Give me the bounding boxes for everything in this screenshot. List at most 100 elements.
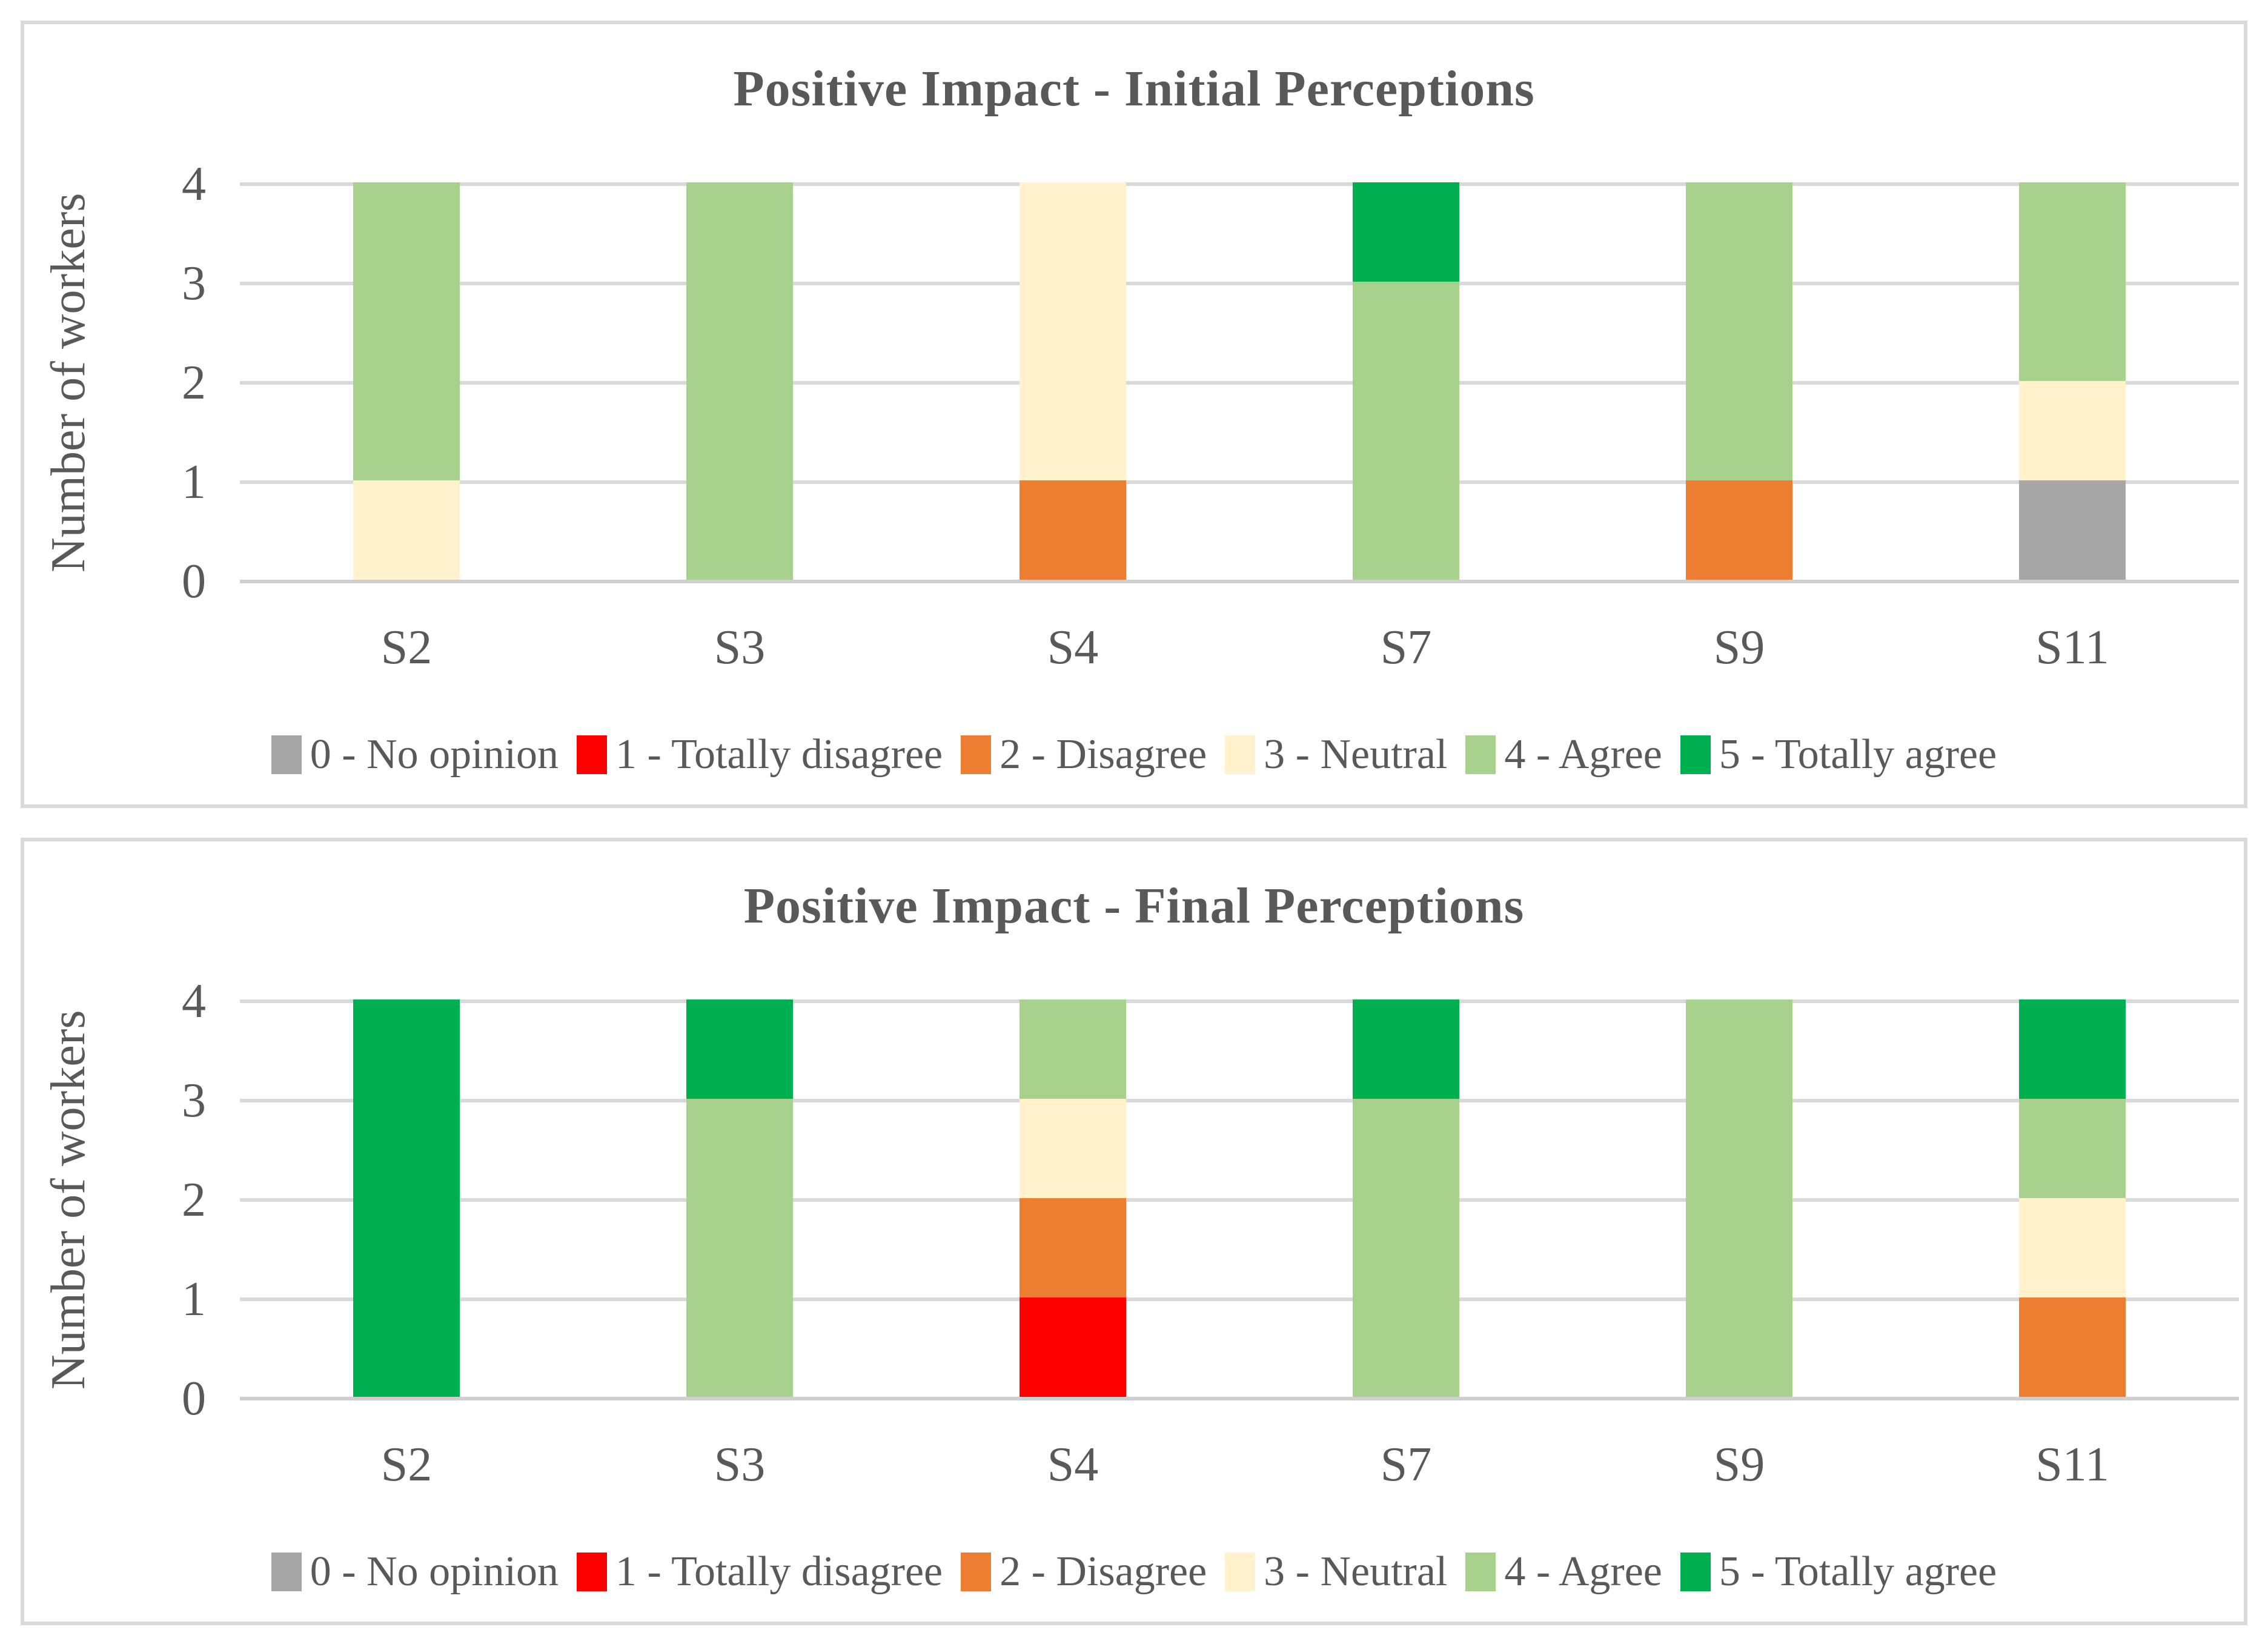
bar-s11 (2019, 182, 2126, 580)
bar-s3 (686, 182, 793, 580)
legend-swatch-icon (577, 1553, 608, 1591)
bar-segment-totally-agree (686, 999, 793, 1099)
bar-s7 (1353, 999, 1459, 1397)
legend-item-disagree: 2 - Disagree (961, 731, 1207, 779)
bar-segment-agree (686, 1099, 793, 1397)
gridline (240, 480, 2239, 484)
chart-title: Positive Impact - Final Perceptions (743, 878, 1525, 934)
legend-item-no-opinion: 0 - No opinion (271, 731, 559, 779)
bar-segment-agree (1686, 182, 1792, 480)
legend-label: 4 - Agree (1504, 1548, 1662, 1595)
legend-swatch-icon (577, 735, 608, 774)
bar-s2 (353, 182, 460, 580)
bar-segment-totally-agree (353, 999, 460, 1397)
plot-area (240, 999, 2239, 1400)
bar-s9 (1686, 182, 1792, 580)
legend-label: 0 - No opinion (310, 731, 559, 778)
legend-item-neutral: 3 - Neutral (1225, 731, 1447, 779)
legend-swatch-icon (1680, 1553, 1711, 1591)
legend: 0 - No opinion 1 - Totally disagree 2 - Di… (24, 731, 2244, 779)
legend-swatch-icon (1465, 1553, 1496, 1591)
bar-s4 (1020, 999, 1126, 1397)
x-axis-label: S11 (2035, 1438, 2109, 1491)
bar-segment-totally-disagree (1020, 1297, 1126, 1397)
legend-item-neutral: 3 - Neutral (1225, 1548, 1447, 1596)
gridline (240, 1099, 2239, 1102)
bar-segment-neutral (2019, 1198, 2126, 1297)
legend-item-totally-agree: 5 - Totally agree (1680, 731, 1997, 779)
legend-item-no-opinion: 0 - No opinion (271, 1548, 559, 1596)
x-axis-label: S2 (380, 1438, 433, 1491)
x-axis-label: S2 (380, 621, 433, 674)
bar-segment-agree (686, 182, 793, 580)
x-axis-label: S9 (1713, 621, 1765, 674)
bar-segment-disagree (1686, 480, 1792, 580)
legend-swatch-icon (271, 735, 302, 774)
y-tick-label: 4 (182, 157, 206, 211)
x-axis-label: S4 (1047, 1438, 1099, 1491)
y-tick-label: 3 (182, 1074, 206, 1127)
x-axis-label: S11 (2035, 621, 2109, 674)
gridline (240, 381, 2239, 385)
legend-label: 3 - Neutral (1264, 731, 1448, 778)
legend-swatch-icon (1465, 735, 1496, 774)
chart-title: Positive Impact - Initial Perceptions (733, 61, 1535, 117)
bar-s7 (1353, 182, 1459, 580)
legend-swatch-icon (1225, 735, 1256, 774)
legend-swatch-icon (271, 1553, 302, 1591)
bar-s4 (1020, 182, 1126, 580)
bar-segment-neutral (1020, 182, 1126, 480)
bar-segment-neutral (1020, 1099, 1126, 1198)
y-tick-label: 1 (182, 456, 206, 509)
legend-label: 2 - Disagree (1000, 731, 1207, 778)
x-axis-label: S9 (1713, 1438, 1765, 1491)
plot-area (240, 182, 2239, 583)
y-tick-label: 2 (182, 356, 206, 409)
bar-segment-agree (2019, 1099, 2126, 1198)
bar-s3 (686, 999, 793, 1397)
x-axis-line (240, 1397, 2239, 1400)
gridline (240, 999, 2239, 1003)
x-axis-label: S3 (714, 621, 766, 674)
bar-segment-totally-agree (1353, 999, 1459, 1099)
x-axis-label: S4 (1047, 621, 1099, 674)
legend-swatch-icon (1680, 735, 1711, 774)
bar-s2 (353, 999, 460, 1397)
y-tick-label: 3 (182, 257, 206, 310)
bar-segment-no-opinion (2019, 480, 2126, 580)
bar-segment-agree (353, 182, 460, 480)
bar-segment-agree (1353, 282, 1459, 580)
bar-segment-agree (2019, 182, 2126, 381)
initial-perceptions-chart-panel: Positive Impact - Initial Perceptions Nu… (21, 21, 2247, 808)
legend-label: 5 - Totally agree (1719, 731, 1997, 778)
bar-segment-totally-agree (2019, 999, 2126, 1099)
legend-label: 2 - Disagree (1000, 1548, 1207, 1595)
bar-segment-agree (1686, 999, 1792, 1397)
bar-segment-disagree (1020, 1198, 1126, 1297)
y-tick-label: 0 (182, 555, 206, 608)
legend-item-totally-disagree: 1 - Totally disagree (577, 1548, 943, 1596)
legend-label: 1 - Totally disagree (615, 1548, 943, 1595)
bar-segment-disagree (2019, 1297, 2126, 1397)
legend-swatch-icon (961, 1553, 992, 1591)
legend-swatch-icon (961, 735, 992, 774)
bar-segment-neutral (353, 480, 460, 580)
legend-label: 4 - Agree (1504, 731, 1662, 778)
x-axis-label: S7 (1380, 1438, 1432, 1491)
legend: 0 - No opinion 1 - Totally disagree 2 - Di… (24, 1548, 2244, 1596)
gridline (240, 1198, 2239, 1202)
legend-swatch-icon (1225, 1553, 1256, 1591)
legend-label: 1 - Totally disagree (615, 731, 943, 778)
legend-label: 5 - Totally agree (1719, 1548, 1997, 1595)
gridline (240, 1297, 2239, 1301)
x-axis-line (240, 580, 2239, 583)
legend-item-agree: 4 - Agree (1465, 731, 1662, 779)
legend-label: 0 - No opinion (310, 1548, 559, 1595)
y-tick-label: 2 (182, 1173, 206, 1227)
gridline (240, 182, 2239, 186)
legend-item-disagree: 2 - Disagree (961, 1548, 1207, 1596)
bar-segment-agree (1353, 1099, 1459, 1397)
gridline (240, 282, 2239, 285)
bar-segment-totally-agree (1353, 182, 1459, 282)
x-axis-label: S7 (1380, 621, 1432, 674)
